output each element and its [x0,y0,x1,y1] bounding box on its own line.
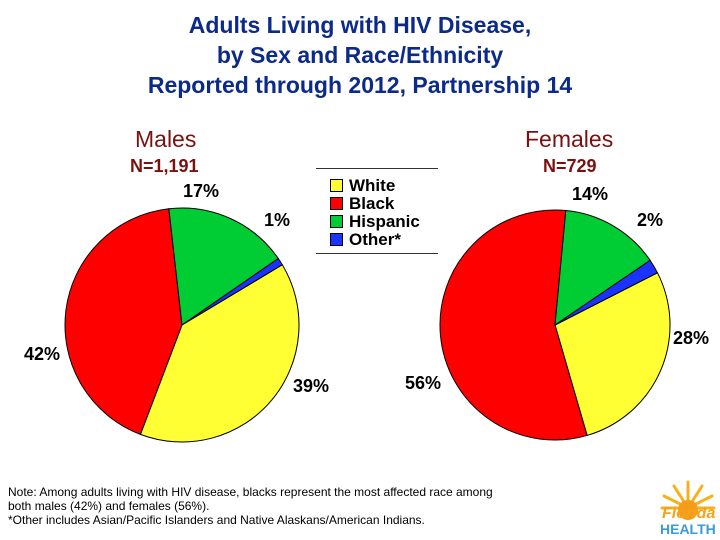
footnote-line-1: Note: Among adults living with HIV disea… [8,485,493,499]
females-panel-title: Females [525,126,614,152]
females-slice-hispanic [554,209,651,327]
title-line-2: by Sex and Race/Ethnicity [216,42,504,68]
title-line-1: Adults Living with HIV Disease, [188,12,532,38]
legend-label-black: Black [349,194,395,213]
legend-label-other: Other* [349,230,401,249]
males-white-pct-label: 39% [293,376,330,396]
logo-word-health: HEALTH [660,521,716,537]
legend-bottom-border [316,253,438,254]
females-white-pct-label: 28% [673,328,710,348]
footnote-line-3: *Other includes Asian/Pacific Islanders … [8,513,425,527]
males-slice-black [64,208,183,436]
legend-item-white: White [330,177,395,194]
males-slice-hispanic [168,207,279,326]
females-hispanic-pct-label: 14% [572,184,609,204]
legend-label-white: White [349,176,396,195]
legend-item-other: Other* [330,231,401,248]
footnote-line-2: both males (42%) and females (56%). [8,499,210,513]
males-slice-white [139,264,300,443]
males-count-label: N=1,191 [130,156,199,176]
males-slice-other [181,257,283,326]
males-panel-title: Males [135,126,197,152]
legend-swatch-black [330,197,343,210]
males-other-pct-label: 1% [264,210,291,230]
males-black-pct-label: 42% [24,344,61,364]
females-slice-white [554,272,671,437]
legend-swatch-other [330,233,343,246]
females-other-pct-label: 2% [637,210,664,230]
legend-top-border [316,168,438,169]
females-black-pct-label: 56% [405,373,442,393]
legend-swatch-white [330,179,343,192]
females-count-label: N=729 [543,156,597,176]
females-pie [439,209,671,441]
legend-item-black: Black [330,195,394,212]
legend-swatch-hispanic [330,215,343,228]
females-slice-other [554,259,659,326]
legend: White Black Hispanic Other* [316,168,438,254]
logo-word-florida: Florida [662,505,716,522]
sun-icon [660,480,716,520]
legend-label-hispanic: Hispanic [349,212,420,231]
footnote: Note: Among adults living with HIV disea… [8,485,648,527]
florida-health-logo: Florida HEALTH [660,478,716,538]
legend-item-hispanic: Hispanic [330,213,420,230]
males-hispanic-pct-label: 17% [183,181,220,201]
females-slice-black [439,209,588,441]
title-line-3: Reported through 2012, Partnership 14 [147,72,573,98]
page-title: Adults Living with HIV Disease, by Sex a… [0,10,720,100]
males-pie [64,207,300,443]
